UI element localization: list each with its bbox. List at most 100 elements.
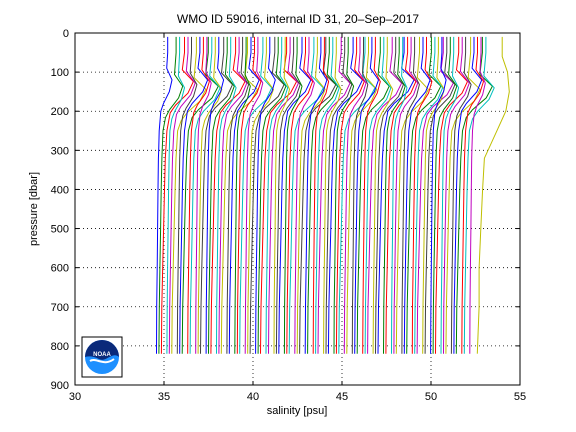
salinity-profile-line: [440, 36, 460, 354]
y-tick-label: 800: [51, 341, 69, 353]
salinity-profile-line: [354, 36, 380, 354]
salinity-profile-line: [257, 36, 287, 354]
salinity-profile-line: [385, 36, 417, 354]
salinity-profile-line: [181, 36, 219, 354]
salinity-profile-line: [383, 36, 406, 354]
salinity-profile-line: [220, 36, 259, 354]
x-tick-label: 40: [247, 391, 259, 403]
noaa-logo-gull: [89, 358, 115, 364]
x-axis-label: salinity [psu]: [267, 405, 328, 417]
salinity-profile-line: [343, 36, 367, 354]
chart-title: WMO ID 59016, internal ID 31, 20–Sep–201…: [177, 12, 419, 26]
salinity-profile-line: [315, 36, 340, 354]
salinity-profile-line: [197, 36, 223, 354]
salinity-profile-line: [275, 36, 301, 354]
salinity-profile-line: [325, 36, 353, 354]
salinity-profile-line: [307, 36, 339, 354]
salinity-profile-line: [395, 36, 429, 354]
salinity-profile-line: [435, 36, 469, 354]
axis-ticks: 30 35 40 45 50 55 0 100 200 300 400 500 600 700 800 900: [51, 28, 526, 403]
salinity-profile-line: [239, 36, 273, 354]
salinity-profile-line: [168, 36, 196, 354]
salinity-profile-line: [422, 36, 445, 354]
salinity-profile-line: [367, 36, 403, 354]
salinity-profile-line: [187, 36, 210, 354]
salinity-profile-line: [317, 36, 351, 354]
salinity-profile-line: [443, 36, 470, 354]
salinity-profile-line: [333, 36, 355, 354]
salinity-profile-line: [255, 36, 276, 354]
salinity-profile-line: [338, 36, 376, 354]
salinity-profile-line: [216, 36, 237, 354]
noaa-logo-text: NOAA: [93, 352, 111, 358]
salinity-profile-line: [288, 36, 324, 354]
x-tick-label: 30: [69, 391, 81, 403]
salinity-profile-line: [312, 36, 330, 354]
salinity-profile-line: [414, 36, 444, 354]
salinity-profile-line: [432, 36, 458, 354]
salinity-profile-line: [346, 36, 378, 354]
salinity-profile-line: [294, 36, 315, 354]
salinity-profile-line: [351, 36, 369, 354]
y-tick-label: 900: [51, 380, 69, 392]
y-tick-label: 200: [51, 106, 69, 118]
salinity-profile-line: [166, 36, 186, 354]
salinity-profile-line: [424, 36, 456, 354]
salinity-profile-line: [375, 36, 404, 354]
y-tick-label: 400: [51, 184, 69, 196]
x-tick-label: 55: [514, 391, 526, 403]
salinity-profile-line: [236, 36, 262, 354]
salinity-profile-line: [208, 36, 235, 354]
salinity-profile-line: [283, 36, 303, 354]
x-tick-label: 35: [158, 391, 170, 403]
y-tick-label: 600: [51, 263, 69, 275]
salinity-profile-line: [377, 36, 415, 354]
salinity-profile-line: [455, 36, 494, 354]
salinity-profile-line: [461, 36, 485, 354]
salinity-profile-line: [179, 36, 209, 354]
salinity-profile-line: [247, 36, 275, 354]
salinity-profile-line: [304, 36, 328, 354]
y-tick-label: 100: [51, 67, 69, 79]
salinity-profile-line: [299, 36, 337, 354]
salinity-profile-line: [273, 36, 291, 354]
salinity-profile-line: [228, 36, 260, 354]
salinity-profile-line: [296, 36, 326, 354]
salinity-profile-line: [234, 36, 251, 354]
salinity-profile-line: [195, 36, 212, 354]
salinity-profile-line: [364, 36, 392, 354]
salinity-profile-line: [393, 36, 419, 354]
salinity-profile-line: [403, 36, 431, 354]
salinity-profile-line: [244, 36, 264, 354]
salinity-profile-line: [200, 36, 234, 354]
plot-frame: [74, 32, 521, 386]
salinity-profile-line: [401, 36, 420, 354]
salinity-profile-line: [205, 36, 225, 354]
salinity-profile-line: [469, 36, 486, 354]
salinity-profile-line: [189, 36, 221, 354]
noaa-logo: NOAA: [81, 336, 123, 378]
salinity-profile-line: [265, 36, 289, 354]
y-tick-label: 700: [51, 302, 69, 314]
salinity-profile-line: [406, 36, 442, 354]
salinity-profile-line: [268, 36, 299, 354]
salinity-profile-line: [445, 36, 481, 354]
profiles: [156, 36, 510, 354]
y-tick-label: 0: [63, 28, 69, 40]
salinity-profile-line: [450, 36, 472, 354]
salinity-profile-line: [156, 36, 173, 354]
salinity-profile-line: [356, 36, 390, 354]
salinity-profile-line: [372, 36, 394, 354]
salinity-profile-line: [158, 36, 184, 354]
salinity-profile-line: [278, 36, 312, 354]
salinity-profile-line: [218, 36, 248, 354]
salinity-profile-line: [210, 36, 246, 354]
salinity-profile-line: [335, 36, 365, 354]
salinity-profile-line: [176, 36, 198, 354]
salinity-profile-line: [391, 36, 408, 354]
salinity-profile-line: [476, 36, 510, 354]
salinity-profile-line: [286, 36, 314, 354]
salinity-profile-line: [249, 36, 285, 354]
salinity-profile-line: [463, 36, 495, 354]
